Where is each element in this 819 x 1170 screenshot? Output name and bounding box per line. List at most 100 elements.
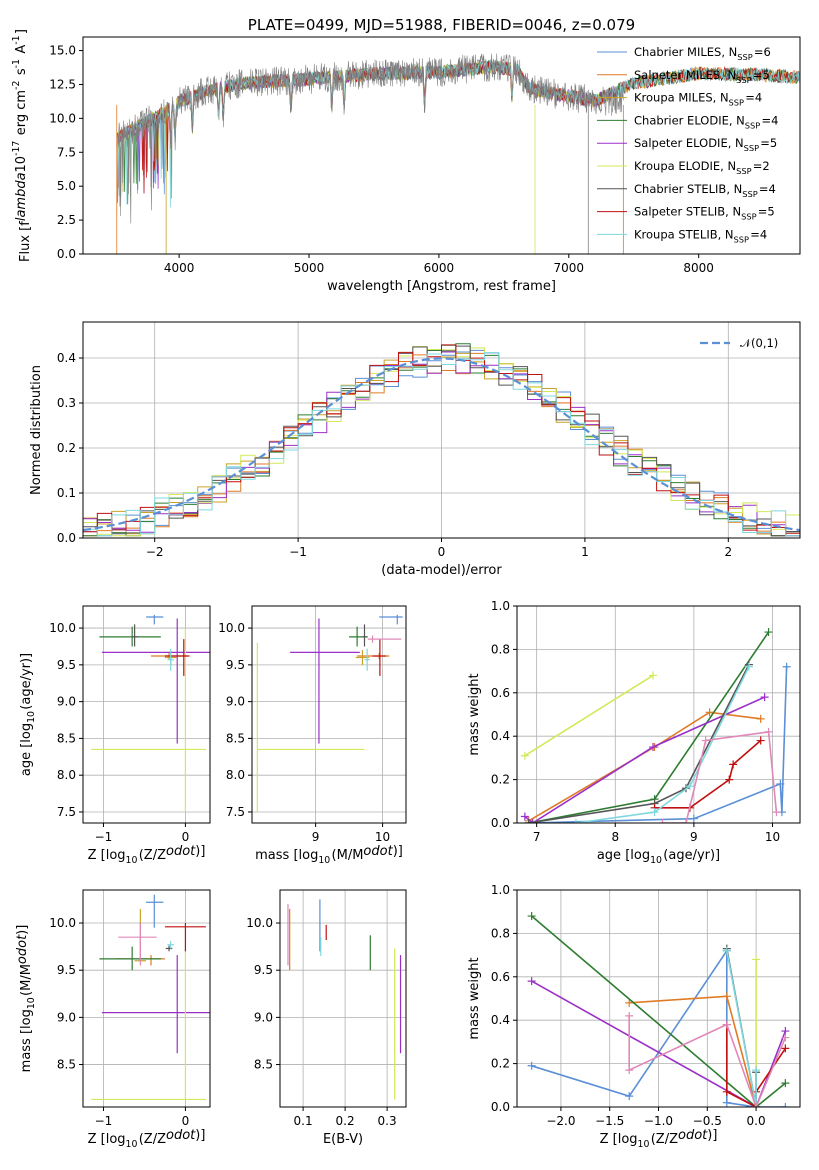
plot-area [116, 53, 800, 254]
plot-area [83, 343, 800, 538]
x-axis-label: age [log10 (age/yr)] [597, 848, 720, 866]
x-tick-label: 6000 [424, 261, 455, 275]
weight-marker [752, 1066, 761, 1075]
y-tick-label: 0.4 [491, 1013, 510, 1027]
x-axis-label: mass [log10 (M/Modot)] [255, 844, 403, 866]
weight-marker [722, 1087, 731, 1096]
y-tick-label: 10.0 [246, 916, 273, 930]
y-tick-label: 9.0 [254, 1010, 273, 1024]
x-tick-label: 0.2 [336, 1114, 355, 1128]
x-tick-label: −1.5 [595, 1114, 624, 1128]
y-tick-label: 0.2 [491, 773, 510, 787]
legend: Chabrier MILES, NSSP =6 Salpeter MILES, N… [597, 45, 778, 244]
y-tick-label: 10.0 [49, 111, 76, 125]
y-tick-label: 0.0 [491, 1100, 510, 1114]
weight-marker [685, 782, 694, 791]
y-tick-label: 15.0 [49, 44, 76, 58]
y-tick-label: 1.0 [491, 883, 510, 897]
weight-marker [752, 955, 761, 964]
weight-marker [722, 992, 731, 1001]
plot-area [287, 899, 402, 1100]
weight-marker [648, 743, 657, 752]
x-tick-label: 10 [765, 830, 780, 844]
weight-marker [722, 1020, 731, 1029]
weight-marker [722, 946, 731, 955]
y-tick-label: 0.2 [57, 441, 76, 455]
legend-entry: Salpeter MILES, NSSP =5 [634, 68, 770, 85]
axes-frame [251, 605, 407, 824]
legend-entry: Chabrier MILES, NSSP =6 [634, 45, 771, 62]
histogram-kroupa_stelib [83, 352, 800, 538]
y-tick-label: 0.6 [491, 970, 510, 984]
x-tick-label: −1 [289, 545, 307, 559]
chart-age_vs_Z: −1 0 7.5 8.0 8.5 9.0 9.5 10.0 Z [log10 (Z/Zodot)… [19, 605, 211, 866]
y-tick-label: 2.5 [57, 213, 76, 227]
x-tick-label: −1.0 [644, 1114, 673, 1128]
y-tick-label: 7.5 [226, 805, 245, 819]
observed-spectrum [116, 53, 624, 224]
weight-line-kroupa_stelib [575, 666, 750, 823]
weight-marker [527, 1061, 536, 1070]
plot-area [520, 628, 791, 823]
y-axis-label: Normed distribution [29, 365, 44, 495]
chart-mass_vs_ebv: 0.1 0.2 0.3 8.5 9.0 9.5 10.0 E(B-V) [246, 889, 407, 1147]
y-tick-label: 8.5 [226, 731, 245, 745]
y-tick-label: 0.1 [57, 486, 76, 500]
weight-marker [524, 819, 533, 823]
weight-marker [571, 819, 580, 823]
weight-line-salpeter_elodie [531, 980, 787, 1107]
weight-marker [729, 760, 738, 769]
x-tick-label: 10 [375, 830, 390, 844]
axes-frame [82, 889, 211, 1108]
legend-entry: Kroupa STELIB, NSSP =4 [634, 227, 767, 244]
plot-area [91, 894, 210, 1101]
y-axis-label: mass [log10 (M/Modot)] [15, 925, 37, 1073]
y-tick-label: 9.5 [57, 658, 76, 672]
y-tick-label: 0.0 [491, 816, 510, 830]
y-tick-label: 9.0 [226, 695, 245, 709]
y-tick-label: 5.0 [57, 179, 76, 193]
x-tick-label: 0 [182, 830, 190, 844]
x-tick-label: 0 [182, 1114, 190, 1128]
chart-residuals: −2 −1 0 1 2 0.0 0.1 0.2 0.3 0.4 (data-model)/error… [29, 321, 801, 578]
weight-marker [625, 998, 634, 1007]
weight-marker [650, 808, 659, 817]
chart-spectrum: 4000 5000 6000 7000 8000 0.0 2.5 5.0 7.5 10.0 12.5… [11, 16, 801, 294]
y-axis-label: age [log10 (age/yr)] [19, 653, 37, 776]
x-axis-label: Z [log10 (Z/Zodot)] [88, 1128, 206, 1150]
weight-line-salpeter_stelib [726, 1024, 787, 1107]
x-tick-label: −1 [95, 830, 113, 844]
weight-line-kroupa_stelib [726, 950, 757, 1107]
y-tick-label: 8.0 [57, 768, 76, 782]
weight-marker [760, 693, 769, 702]
weight-marker [705, 708, 714, 717]
plot-area [256, 614, 403, 812]
x-tick-label: 0 [438, 545, 446, 559]
weight-marker [520, 812, 529, 821]
y-tick-label: 9.0 [57, 1010, 76, 1024]
y-axis-label: mass weight [467, 673, 482, 755]
x-tick-label: 9 [690, 830, 698, 844]
weight-marker [764, 727, 773, 736]
weight-marker [701, 736, 710, 745]
x-tick-label: 4000 [164, 261, 195, 275]
y-tick-label: 0.4 [491, 729, 510, 743]
x-tick-label: 5000 [294, 261, 325, 275]
chart-mass_vs_Z: −1 0 8.5 9.0 9.5 10.0 Z [log10 (Z/Zodot)] mass … [15, 889, 211, 1150]
y-tick-label: 9.5 [254, 963, 273, 977]
y-tick-label: 0.3 [57, 396, 76, 410]
x-tick-label: −1 [95, 1114, 113, 1128]
y-tick-label: 0.2 [491, 1057, 510, 1071]
weight-marker [689, 814, 698, 823]
weight-marker [782, 662, 791, 671]
normal-curve [83, 357, 800, 532]
x-axis-label: Z [log10 (Z/Zodot)] [88, 844, 206, 866]
weight-marker [528, 819, 537, 823]
x-tick-label: 7 [533, 830, 541, 844]
axes-frame [82, 605, 211, 824]
y-tick-label: 0.6 [491, 686, 510, 700]
x-tick-label: −0.5 [693, 1114, 722, 1128]
plot-area [91, 614, 210, 812]
y-tick-label: 9.5 [226, 658, 245, 672]
